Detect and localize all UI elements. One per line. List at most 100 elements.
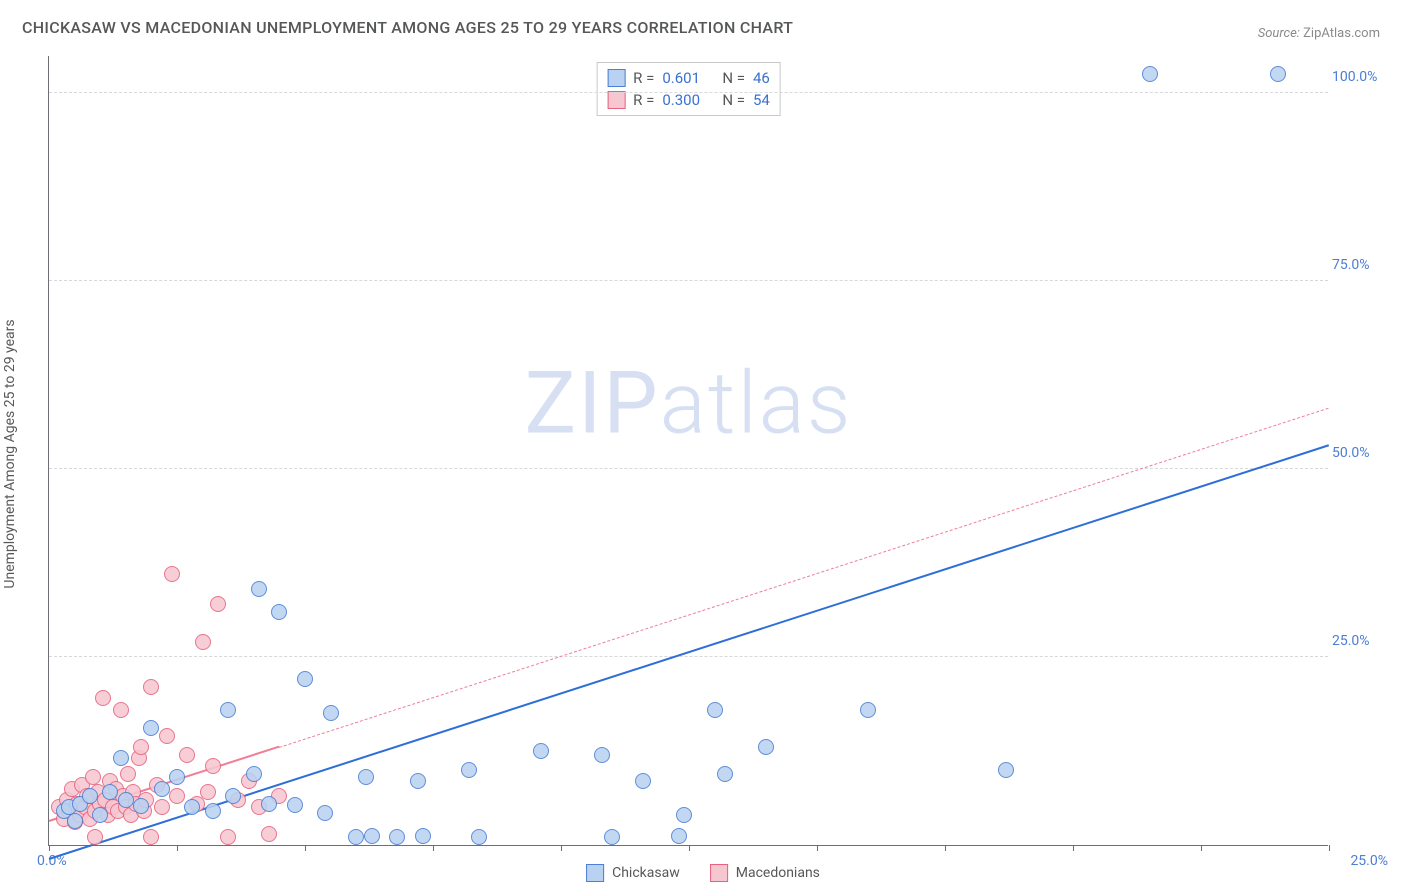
data-point: [261, 796, 277, 812]
legend-swatch: [607, 91, 625, 109]
data-point: [143, 829, 159, 845]
data-point: [287, 797, 303, 813]
data-point: [195, 634, 211, 650]
data-point: [87, 829, 103, 845]
gridline-h: [49, 92, 1328, 93]
watermark: ZIPatlas: [525, 353, 853, 454]
data-point: [133, 798, 149, 814]
x-tick: [561, 845, 562, 851]
data-point: [120, 766, 136, 782]
series-name: Chickasaw: [612, 865, 680, 881]
data-point: [143, 679, 159, 695]
legend-swatch: [586, 864, 604, 882]
data-point: [671, 828, 687, 844]
data-point: [364, 828, 380, 844]
legend-r-value: 0.601: [662, 69, 714, 87]
y-tick-label: 25.0%: [1332, 633, 1388, 649]
data-point: [358, 769, 374, 785]
data-point: [159, 728, 175, 744]
data-point: [461, 762, 477, 778]
x-tick: [1073, 845, 1074, 851]
x-tick: [1329, 845, 1330, 851]
legend-row: R = 0.601 N = 46: [607, 67, 770, 89]
data-point: [82, 788, 98, 804]
x-tick: [689, 845, 690, 851]
data-point: [154, 781, 170, 797]
data-point: [594, 747, 610, 763]
data-point: [998, 762, 1014, 778]
data-point: [205, 758, 221, 774]
data-point: [102, 784, 118, 800]
source-attribution: Source: ZipAtlas.com: [1258, 26, 1380, 41]
data-point: [389, 829, 405, 845]
data-point: [113, 702, 129, 718]
data-point: [220, 702, 236, 718]
correlation-legend: R = 0.601 N = 46 R = 0.300 N = 54: [596, 62, 781, 116]
data-point: [271, 604, 287, 620]
x-tick: [433, 845, 434, 851]
data-point: [297, 671, 313, 687]
data-point: [154, 799, 170, 815]
data-point: [143, 720, 159, 736]
watermark-text-a: ZIP: [525, 353, 660, 454]
data-point: [471, 829, 487, 845]
trend-line: [279, 408, 1329, 748]
chart-title: CHICKASAW VS MACEDONIAN UNEMPLOYMENT AMO…: [22, 18, 793, 37]
series-name: Macedonians: [736, 865, 820, 881]
data-point: [323, 705, 339, 721]
y-tick-label: 100.0%: [1332, 69, 1388, 85]
data-point: [164, 566, 180, 582]
data-point: [113, 750, 129, 766]
legend-r-label: R =: [633, 69, 654, 87]
series-legend-item: Macedonians: [710, 864, 820, 882]
legend-r-label: R =: [633, 91, 654, 109]
series-legend-item: Chickasaw: [586, 864, 680, 882]
data-point: [717, 766, 733, 782]
data-point: [133, 739, 149, 755]
x-tick: [49, 845, 50, 851]
data-point: [676, 807, 692, 823]
data-point: [261, 826, 277, 842]
watermark-text-b: atlas: [660, 353, 853, 454]
data-point: [246, 766, 262, 782]
data-point: [67, 813, 83, 829]
y-tick-label: 75.0%: [1332, 257, 1388, 273]
y-axis-label: Unemployment Among Ages 25 to 29 years: [2, 319, 18, 588]
legend-r-value: 0.300: [662, 91, 714, 109]
data-point: [415, 828, 431, 844]
data-point: [707, 702, 723, 718]
legend-n-value: 54: [753, 91, 770, 109]
legend-n-label: N =: [722, 69, 745, 87]
x-tick: [177, 845, 178, 851]
data-point: [860, 702, 876, 718]
data-point: [251, 581, 267, 597]
scatter-plot: ZIPatlas R =0.601N =46R =0.300N =54 0.0%…: [48, 56, 1328, 846]
data-point: [179, 747, 195, 763]
legend-swatch: [607, 69, 625, 87]
data-point: [169, 769, 185, 785]
legend-n-label: N =: [722, 91, 745, 109]
gridline-h: [49, 656, 1328, 657]
legend-swatch: [710, 864, 728, 882]
data-point: [635, 773, 651, 789]
data-point: [758, 739, 774, 755]
data-point: [1142, 66, 1158, 82]
x-tick: [945, 845, 946, 851]
data-point: [225, 788, 241, 804]
data-point: [95, 690, 111, 706]
data-point: [118, 792, 134, 808]
series-legend: Chickasaw Macedonians: [586, 864, 820, 882]
x-tick: [305, 845, 306, 851]
x-tick: [817, 845, 818, 851]
legend-n-value: 46: [753, 69, 770, 87]
x-axis-max-label: 25.0%: [1350, 853, 1388, 869]
y-tick-label: 50.0%: [1332, 445, 1388, 461]
data-point: [220, 829, 236, 845]
data-point: [348, 829, 364, 845]
data-point: [210, 596, 226, 612]
data-point: [169, 788, 185, 804]
data-point: [1270, 66, 1286, 82]
data-point: [410, 773, 426, 789]
data-point: [85, 769, 101, 785]
data-point: [205, 803, 221, 819]
